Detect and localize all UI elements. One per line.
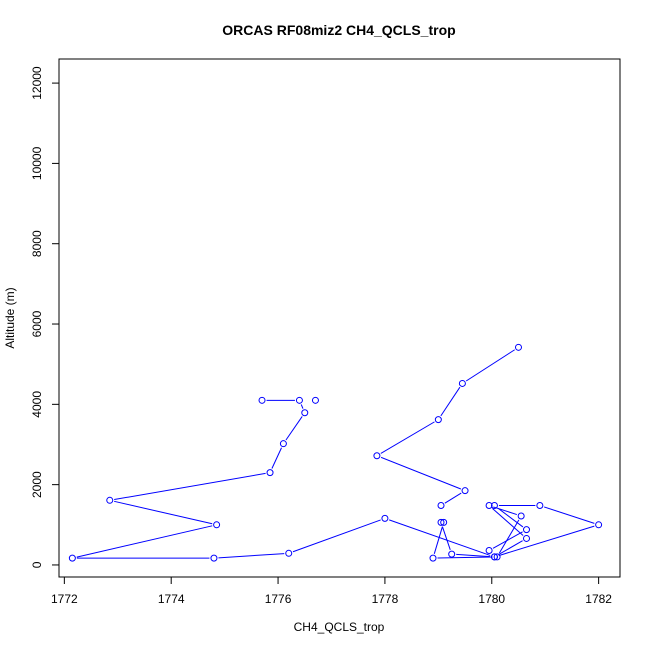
data-point [517, 512, 525, 520]
x-tick-label: 1778 [372, 592, 399, 606]
series-segment [492, 531, 523, 549]
data-point [434, 416, 442, 424]
data-point [311, 396, 319, 404]
series-segment [465, 349, 515, 382]
data-point [493, 553, 501, 561]
x-tick-label: 1780 [478, 592, 505, 606]
series-segment [437, 556, 493, 559]
data-point [437, 518, 445, 526]
series-segment [498, 525, 595, 557]
y-tick-label: 2000 [30, 471, 44, 498]
series-segment [440, 386, 461, 417]
data-point [490, 553, 498, 561]
data-point [485, 502, 493, 510]
data-point [448, 550, 456, 558]
x-tick-label: 1774 [158, 592, 185, 606]
data-point [514, 343, 522, 351]
series-points [68, 343, 603, 562]
data-point [285, 549, 293, 557]
data-point [106, 496, 114, 504]
x-tick-label: 1782 [585, 592, 612, 606]
y-tick-label: 10000 [30, 146, 44, 180]
data-point [461, 487, 469, 495]
series-segment [543, 506, 595, 524]
series-segment [388, 519, 491, 556]
data-point [485, 546, 493, 554]
data-point [210, 554, 218, 562]
series-segment [380, 421, 435, 454]
data-point [437, 502, 445, 510]
series-segment [441, 526, 451, 551]
data-point [295, 396, 303, 404]
y-axis: 0 2000 4000 6000 8000 10000 12000 [30, 66, 60, 568]
y-tick-label: 0 [30, 561, 44, 568]
plot-frame [58, 58, 621, 578]
series-segment [114, 500, 213, 525]
series-segment [498, 519, 520, 554]
data-point [258, 396, 266, 404]
data-point [301, 409, 309, 417]
x-tick-label: 1772 [51, 592, 78, 606]
series-segment [380, 456, 462, 490]
data-point [458, 379, 466, 387]
y-tick-label: 8000 [30, 230, 44, 257]
chart-title: ORCAS RF08miz2 CH4_QCLS_trop [222, 22, 455, 38]
y-axis-label: Altitude (m) [3, 287, 17, 348]
data-point [429, 554, 437, 562]
series-segment [492, 508, 524, 536]
series-segment [292, 519, 381, 553]
data-point [523, 534, 530, 542]
series-segment [498, 540, 523, 556]
data-point [279, 440, 287, 448]
data-point [536, 502, 544, 510]
x-axis-label: CH4_QCLS_trop [294, 620, 385, 634]
data-point [595, 521, 603, 529]
data-point [440, 518, 448, 526]
data-point [266, 469, 274, 477]
series-segment [493, 506, 518, 516]
data-point [373, 452, 381, 460]
series-lines [76, 349, 595, 559]
series-segment [114, 472, 266, 501]
data-point [381, 514, 389, 522]
series-segment [271, 447, 282, 469]
y-tick-label: 4000 [30, 391, 44, 418]
data-point [213, 521, 221, 529]
series-segment [433, 526, 443, 554]
series-segment [76, 525, 213, 558]
series-segment [497, 507, 524, 528]
x-tick-label: 1776 [265, 592, 292, 606]
data-point [523, 526, 530, 534]
y-tick-label: 6000 [30, 310, 44, 337]
series-segment [444, 492, 462, 504]
y-tick-label: 12000 [30, 66, 44, 100]
series-segment [456, 553, 490, 558]
series-segment [218, 553, 285, 559]
data-point [490, 502, 498, 510]
series-segment [300, 404, 304, 409]
series-segment [285, 416, 303, 441]
data-point [68, 554, 76, 562]
x-axis: 1772 1774 1776 1778 1780 1782 [51, 576, 612, 606]
